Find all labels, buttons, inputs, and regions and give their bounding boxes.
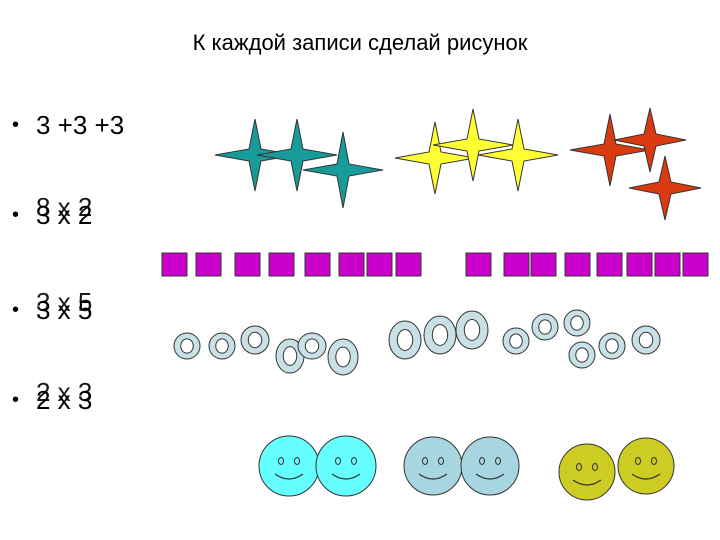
expression-overlap-text: 8 х 2 <box>36 192 93 222</box>
smiley-face <box>315 435 377 497</box>
square <box>338 252 365 277</box>
square <box>161 252 188 277</box>
square <box>682 252 709 277</box>
square-group <box>161 252 709 277</box>
page-title: К каждой записи сделай рисунок <box>192 30 528 55</box>
square <box>395 252 422 277</box>
ring <box>568 341 596 369</box>
square <box>304 252 331 277</box>
ring <box>531 313 559 341</box>
four-point-star <box>256 118 338 192</box>
ring <box>173 332 201 360</box>
square <box>234 252 261 277</box>
square <box>465 252 492 277</box>
bullet: • <box>12 299 20 321</box>
four-point-star <box>569 113 651 187</box>
ring <box>502 327 530 355</box>
smiley-face <box>258 435 320 497</box>
four-point-star <box>302 131 384 209</box>
square <box>503 252 530 277</box>
ring <box>563 309 591 337</box>
bullet: • <box>12 114 20 136</box>
expression-text: 3 +3 +3 <box>36 110 125 140</box>
square <box>654 252 681 277</box>
ring <box>297 332 327 360</box>
expression-overlap-text: 2 х 3 <box>36 377 93 407</box>
expression-text: 3 х 2 <box>36 200 93 230</box>
square <box>366 252 393 277</box>
bullet: • <box>12 204 20 226</box>
expression-row-1: • 3 +3 +3 <box>12 110 124 141</box>
ring <box>240 325 270 355</box>
smiley-face <box>558 443 616 501</box>
ring <box>208 332 236 360</box>
ring <box>327 338 359 376</box>
bullet: • <box>12 389 20 411</box>
ring <box>598 332 626 360</box>
smiley-face <box>617 437 675 495</box>
four-point-star <box>477 118 559 192</box>
expression-text: 3 х 5 <box>36 295 93 325</box>
four-point-star <box>214 118 296 192</box>
four-point-star <box>394 121 476 195</box>
smiley-group <box>258 435 675 501</box>
star-group <box>214 107 702 221</box>
ring <box>423 315 457 355</box>
square <box>268 252 295 277</box>
smiley-face <box>460 436 520 496</box>
square <box>564 252 591 277</box>
four-point-star <box>432 108 514 182</box>
ring-group <box>173 309 661 376</box>
four-point-star <box>628 155 702 221</box>
expression-overlap-text: 3 х 5 <box>36 287 93 317</box>
square <box>530 252 557 277</box>
ring <box>631 325 661 355</box>
square <box>626 252 653 277</box>
four-point-star <box>613 107 687 173</box>
smiley-face <box>403 436 463 496</box>
ring <box>388 320 422 360</box>
ring <box>455 310 489 350</box>
square <box>195 252 222 277</box>
expression-text: 2 х 3 <box>36 385 93 415</box>
square <box>596 252 623 277</box>
